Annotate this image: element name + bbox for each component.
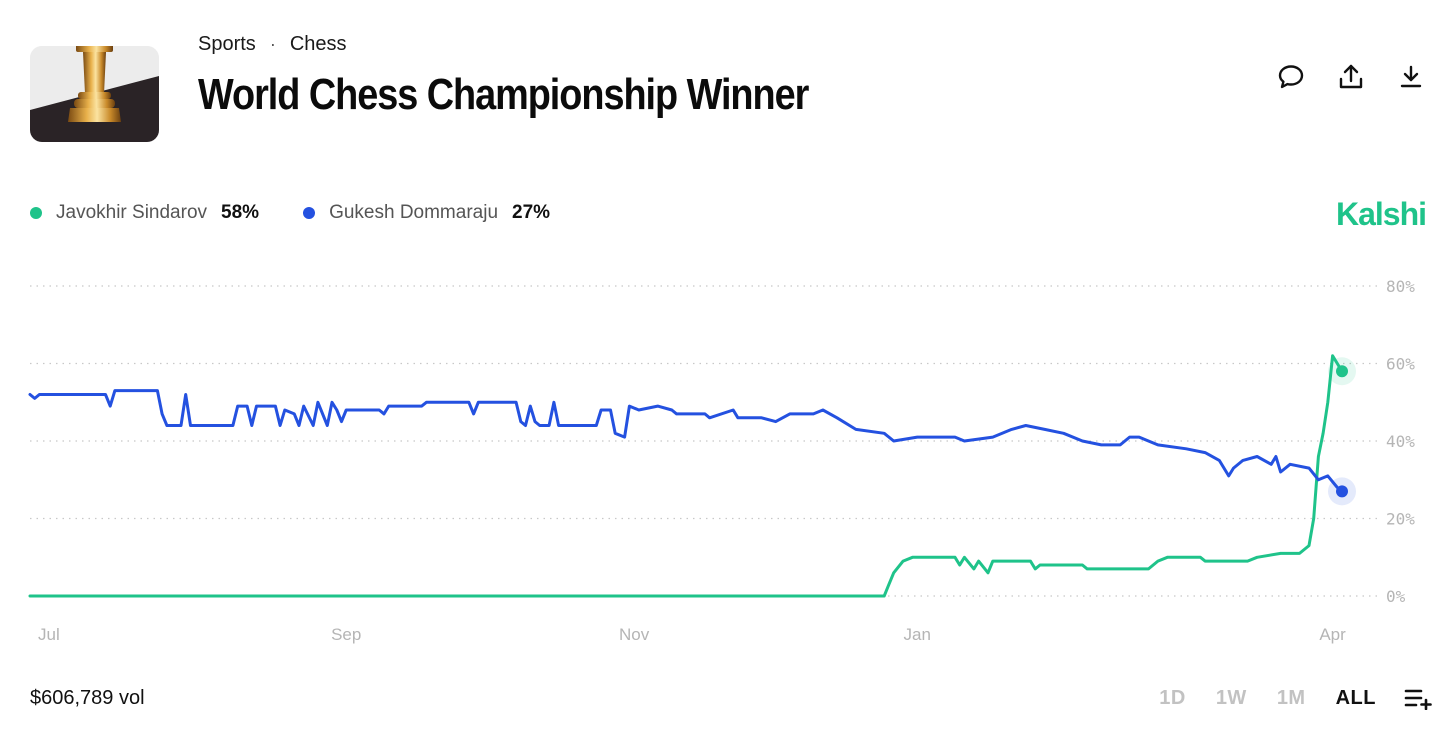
- header-actions: [1274, 60, 1428, 94]
- range-tabs: 1D 1W 1M ALL: [1129, 686, 1432, 710]
- market-image: [30, 46, 159, 142]
- range-tab-1d[interactable]: 1D: [1159, 686, 1186, 709]
- legend-dot-green: [30, 207, 42, 219]
- range-tab-1w[interactable]: 1W: [1215, 686, 1247, 709]
- y-tick-label: 20%: [1386, 510, 1415, 529]
- legend-value: 58%: [221, 202, 260, 223]
- range-tab-1m[interactable]: 1M: [1276, 686, 1306, 709]
- chess-rook-icon: [30, 46, 159, 142]
- legend-dot-blue: [303, 207, 316, 219]
- series-line-0: [28, 354, 1344, 598]
- share-button[interactable]: [1334, 60, 1368, 94]
- price-chart: 0% 20% 40% 60% 80% Jul Sep Nov Jan Apr: [28, 277, 1415, 644]
- x-tick-label: Sep: [331, 625, 361, 644]
- y-tick-label: 60%: [1386, 355, 1415, 374]
- y-tick-label: 0%: [1386, 587, 1406, 606]
- y-tick-label: 80%: [1386, 277, 1415, 296]
- legend-item-sindarov: Javokhir Sindarov 58%: [30, 202, 259, 224]
- download-icon: [1400, 65, 1422, 88]
- legend-name: Javokhir Sindarov: [56, 202, 208, 223]
- comment-button[interactable]: [1274, 60, 1308, 94]
- series-line-1: [28, 389, 1344, 493]
- legend-value: 27%: [512, 202, 551, 223]
- download-button[interactable]: [1394, 60, 1428, 94]
- volume-label: $606,789 vol: [30, 687, 145, 709]
- breadcrumb-separator: ·: [269, 34, 276, 54]
- range-tab-all[interactable]: ALL: [1335, 686, 1376, 709]
- comment-icon: [1278, 65, 1304, 89]
- y-tick-label: 40%: [1386, 432, 1415, 451]
- list-add-icon[interactable]: [1404, 686, 1432, 710]
- x-tick-label: Jul: [38, 625, 60, 644]
- legend-item-gukesh: Gukesh Dommaraju 27%: [303, 202, 550, 224]
- end-marker-1: [1336, 485, 1348, 498]
- x-tick-label: Nov: [619, 625, 650, 644]
- share-icon: [1339, 64, 1363, 89]
- chart-legend: Javokhir Sindarov 58% Gukesh Dommaraju 2…: [30, 202, 594, 224]
- end-marker-0: [1336, 365, 1348, 378]
- breadcrumb-category[interactable]: Sports: [198, 33, 256, 55]
- breadcrumb: Sports · Chess: [198, 33, 347, 56]
- x-tick-label: Jan: [904, 625, 931, 644]
- page-title: World Chess Championship Winner: [198, 70, 809, 119]
- kalshi-logo: Kalshi: [1335, 196, 1427, 232]
- breadcrumb-subcategory[interactable]: Chess: [289, 33, 347, 55]
- x-tick-label: Apr: [1319, 625, 1346, 644]
- legend-name: Gukesh Dommaraju: [329, 202, 499, 223]
